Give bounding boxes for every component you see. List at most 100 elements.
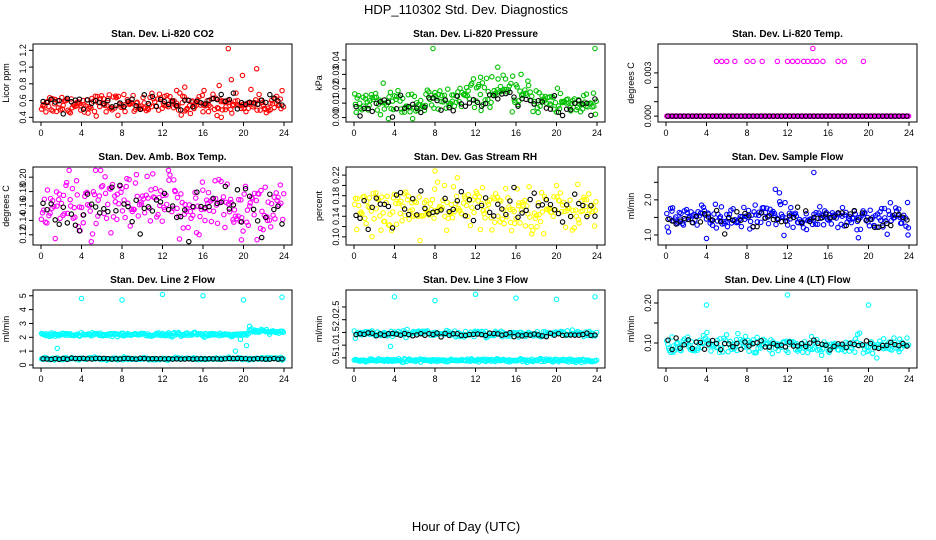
outlier-point [472,291,479,298]
y-tick-label: 3 [18,321,28,326]
data-point [266,217,273,223]
data-point [738,223,745,230]
black-data-point [137,106,143,113]
x-tick-label: 4 [79,374,84,384]
outlier-point [201,87,207,94]
data-point [381,218,388,225]
black-data-point [807,340,813,346]
figure-title: HDP_110302 Std. Dev. Diagnostics [364,2,569,17]
data-point [166,177,172,183]
data-point [803,211,809,217]
data-point [470,76,477,82]
x-tick-label: 20 [551,251,561,261]
data-point [210,208,217,214]
black-data-point [161,98,168,105]
data-point [138,201,145,207]
black-data-point [258,234,265,241]
x-tick-label: 0 [351,251,356,261]
data-point [71,204,77,211]
y-tick-label: 0.22 [331,166,341,184]
data-point [555,103,562,109]
x-tick-label: 12 [157,251,167,261]
black-data-point [88,100,95,107]
data-point [814,221,821,228]
plot-frame [345,43,606,123]
black-data-point [279,221,285,227]
black-data-point [450,107,456,114]
data-point [390,106,397,113]
data-point [174,194,181,201]
data-point [669,205,676,211]
x-tick-label: 4 [79,251,84,261]
data-point [877,217,884,224]
x-tick-label: 20 [238,128,248,138]
data-point [763,340,769,347]
data-point [272,216,278,222]
outlier-point [225,45,232,52]
data-point [530,227,536,234]
data-point [199,92,206,99]
y-tick-label: 0.14 [331,208,341,226]
data-point [483,75,490,82]
x-tick-label: 20 [238,374,248,384]
x-tick-label: 24 [279,374,289,384]
x-tick-label: 20 [551,128,561,138]
black-data-point [499,206,505,212]
panel-title: Stan. Dev. Amb. Box Temp. [98,152,226,163]
data-point [509,73,516,79]
data-point [530,108,536,115]
data-point [746,348,752,354]
black-data-point [669,218,675,224]
black-data-point [551,93,558,99]
y-axis-label: ml/min [626,316,636,343]
data-point [205,108,212,115]
data-point [102,174,108,180]
outlier-point [810,45,816,52]
black-data-point [385,99,392,105]
data-point [97,167,104,174]
data-point [222,106,229,113]
data-point [517,220,523,226]
data-point [404,326,410,333]
data-point [431,105,437,111]
data-point [747,218,754,225]
x-tick-label: 20 [551,374,561,384]
black-data-point [673,221,679,227]
data-point [400,203,406,210]
data-point [486,197,493,204]
data-point [522,197,528,204]
data-point [278,200,284,207]
data-point [423,197,429,204]
black-data-point [153,103,160,110]
data-point [537,103,543,109]
panel-title: Stan. Dev. Line 2 Flow [110,275,215,286]
data-point [196,93,202,100]
data-point [223,104,229,110]
outlier-point [253,66,260,72]
data-point [884,231,890,238]
black-data-point [84,97,91,103]
black-data-point [888,339,894,346]
black-data-point [64,95,71,102]
data-point [256,91,262,98]
data-point [439,92,445,99]
black-data-point [904,343,910,349]
x-tick-label: 4 [392,374,397,384]
data-point [167,172,173,178]
black-data-point [64,220,71,226]
data-point [866,347,872,354]
black-data-point [397,189,404,196]
black-data-point [689,219,696,226]
black-data-point [839,210,845,216]
outlier-point [592,294,598,300]
data-point [165,167,172,174]
data-point [220,194,227,200]
data-point [281,190,287,197]
data-point [356,100,363,107]
black-data-point [72,222,79,228]
data-point [468,80,475,87]
black-data-point [133,197,139,203]
black-data-point [831,343,837,350]
black-data-point [705,341,712,347]
y-tick-label: 1.0 [18,61,28,74]
